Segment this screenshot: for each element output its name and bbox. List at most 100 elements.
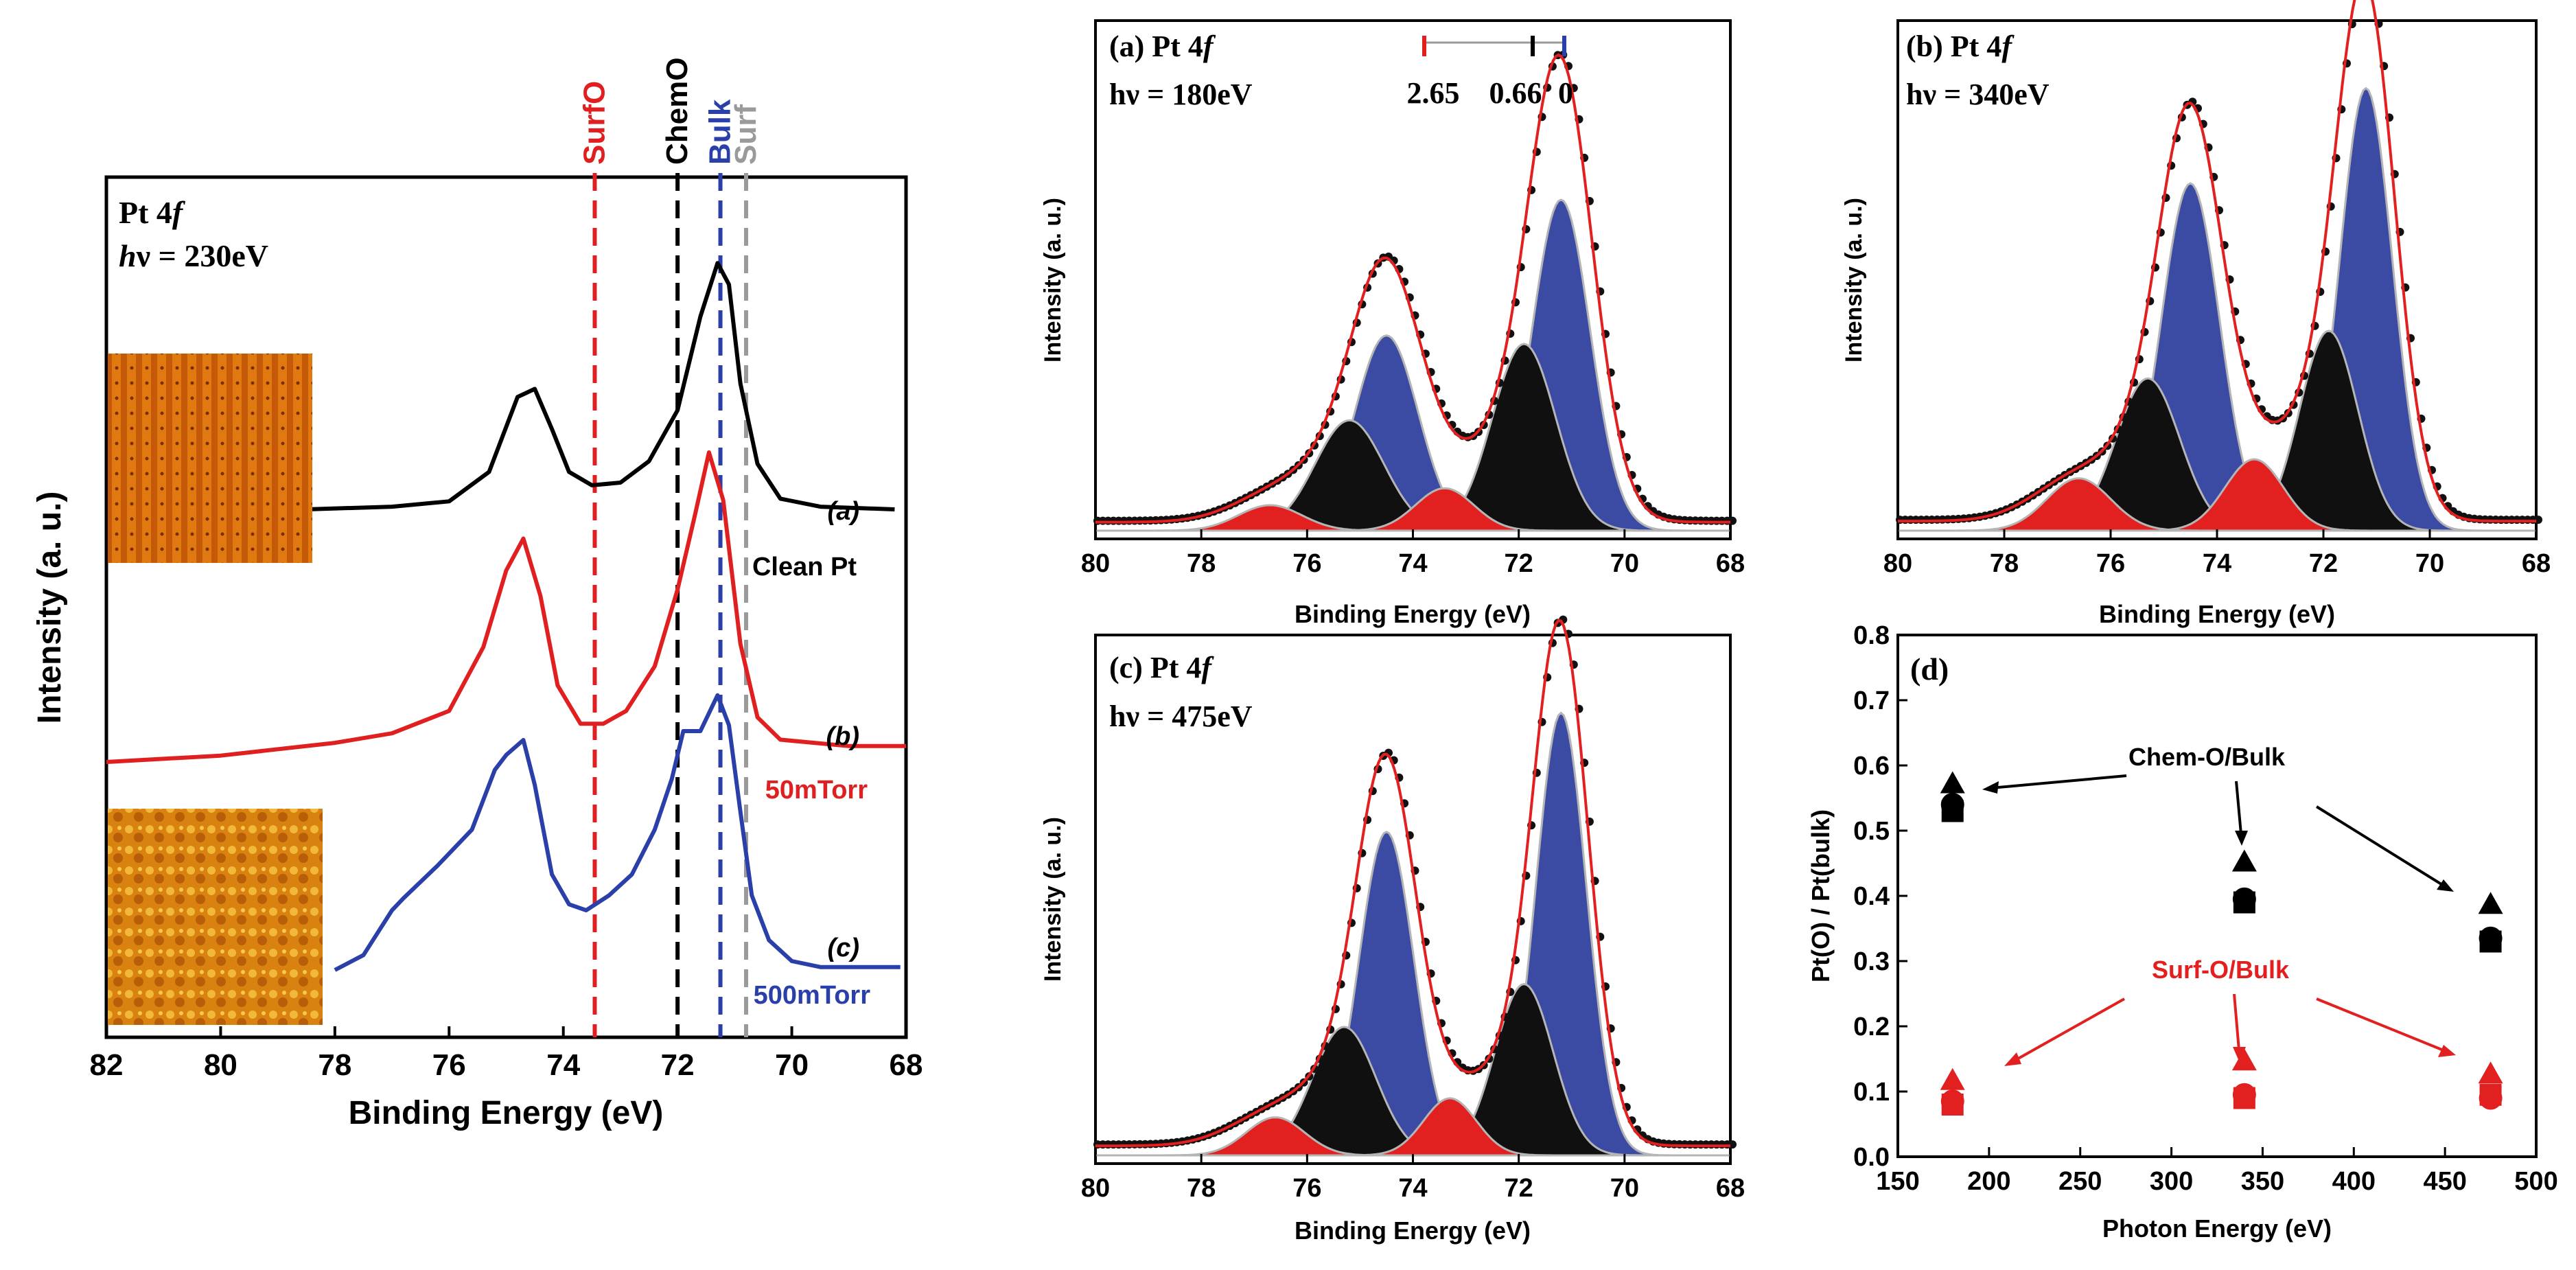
panel-d-points <box>1940 771 2503 1116</box>
spectrum-line <box>334 693 901 972</box>
stm-image-oxidized <box>108 809 323 1025</box>
panel-d-frame <box>1896 634 2538 1158</box>
x-tick-label: 68 <box>2522 549 2551 578</box>
arrow-chemo-2 <box>2235 781 2242 835</box>
main-x-tick-label: 72 <box>661 1048 695 1082</box>
panel-b-envelope <box>1896 0 2542 524</box>
annotation-chemo-text: Chem-O/Bulk <box>2128 743 2286 771</box>
series-tag-a: (a) <box>828 497 859 526</box>
marker-triangle <box>2478 1061 2503 1084</box>
x-tick-label: 200 <box>1967 1167 2010 1196</box>
y-tick-label: 0.2 <box>1853 1013 1890 1041</box>
arrowhead-surfo-1 <box>2004 1052 2021 1066</box>
component-peak <box>1898 182 2536 532</box>
marker-triangle <box>1940 771 1965 794</box>
x-tick-label: 72 <box>2309 549 2338 578</box>
arrowhead-chemo-3 <box>2437 879 2454 892</box>
x-tick-label: 78 <box>1187 549 1216 578</box>
marker-circle <box>1940 793 1964 816</box>
main-x-tick-label: 78 <box>318 1048 351 1082</box>
x-tick-label: 74 <box>2203 549 2231 578</box>
panel-d-y-axis-label: Pt(O) / Pt(bulk) <box>1807 809 1835 982</box>
arrow-surfo-2 <box>2233 993 2240 1051</box>
marker-circle <box>2232 1083 2256 1107</box>
panel-c-envelope <box>1093 615 1737 1149</box>
reference-line-label: Surf <box>729 104 763 165</box>
series-label-50mtorr: 50mTorr <box>765 776 868 805</box>
panel-a-x-ticks: 80 78 76 74 72 70 68 <box>1081 529 1745 578</box>
panel-b: 80 78 76 74 72 70 68 (b) Pt 4f hν = 340eV Bind… <box>1841 0 2551 628</box>
panel-d: 150 200 250 300 350 400 450 500 0.0 0.1 0.2 0.3 0.4 0… <box>1807 621 2558 1243</box>
panel-c-energy: hν = 475eV <box>1109 700 1253 733</box>
spectrum-line <box>306 261 895 511</box>
main-series <box>106 261 906 972</box>
x-tick-label: 68 <box>1716 1174 1745 1203</box>
marker-triangle <box>1940 1067 1965 1090</box>
arrowhead-surfo-2 <box>2233 1047 2246 1063</box>
arrow-chemo-3 <box>2315 805 2445 887</box>
panel-b-energy: hν = 340eV <box>1906 78 2050 111</box>
panel-c-x-ticks: 80 78 76 74 72 70 68 <box>1081 1154 1745 1203</box>
arrowhead-chemo-2 <box>2235 831 2248 846</box>
x-tick-label: 70 <box>1610 1174 1639 1203</box>
x-tick-label: 350 <box>2241 1167 2284 1196</box>
panel-a-envelope <box>1093 50 1737 525</box>
x-tick-label: 450 <box>2423 1167 2466 1196</box>
shift-scale: 2.65 0.66 0 <box>1407 36 1573 110</box>
marker-circle <box>2479 1086 2503 1110</box>
main-photon-energy: hν = 230eV <box>119 238 268 273</box>
x-tick-label: 150 <box>1876 1167 1919 1196</box>
fit-envelope <box>1095 619 1730 1148</box>
reference-line-label: ChemO <box>660 58 694 165</box>
panel-c-y-axis-label: Intensity (a. u.) <box>1040 817 1066 982</box>
series-tag-b: (b) <box>826 722 859 751</box>
panel-a-components <box>1095 198 1730 532</box>
y-tick-label: 0.8 <box>1853 621 1890 650</box>
panel-a-label: (a) Pt 4f <box>1109 30 1216 63</box>
panel-a: 80 78 76 74 72 70 68 (a) Pt 4f hν = 180eV 2.65… <box>1040 19 1745 628</box>
y-tick-label: 0.0 <box>1853 1143 1890 1172</box>
fit-envelope <box>1095 53 1730 524</box>
y-tick-label: 0.7 <box>1853 686 1890 715</box>
arrow-surfo-1 <box>2014 997 2125 1062</box>
main-y-axis-label: Intensity (a. u.) <box>32 492 68 724</box>
main-x-axis-label: Binding Energy (eV) <box>349 1095 664 1131</box>
x-tick-label: 70 <box>1610 549 1639 578</box>
annotation-surfo: Surf-O/Bulk <box>2004 956 2456 1066</box>
panel-c: 80 78 76 74 72 70 68 (c) Pt 4f hν = 475eV Bind… <box>1040 615 1745 1245</box>
main-title: Pt 4f <box>119 195 186 230</box>
component-peak <box>1095 1116 1730 1157</box>
reference-line-label: Bulk <box>704 99 737 165</box>
component-peak <box>1898 477 2536 532</box>
x-tick-label: 72 <box>1505 1174 1533 1203</box>
main-x-tick-label: 68 <box>890 1048 923 1082</box>
main-x-tick-label: 76 <box>432 1048 466 1082</box>
arrowhead-chemo-1 <box>1982 781 1999 794</box>
main-x-tick-label: 82 <box>90 1048 124 1082</box>
marker-triangle <box>2478 892 2503 914</box>
arrowhead-surfo-3 <box>2438 1045 2456 1057</box>
marker-triangle <box>2231 1048 2257 1071</box>
spectrum-line <box>106 450 906 764</box>
arrow-surfo-3 <box>2316 997 2444 1052</box>
marker-triangle <box>2231 849 2257 872</box>
x-tick-label: 78 <box>1187 1174 1216 1203</box>
y-tick-label: 0.5 <box>1853 817 1890 846</box>
x-tick-label: 76 <box>1292 1174 1321 1203</box>
component-peak <box>1095 334 1730 532</box>
marker-circle <box>2232 887 2256 911</box>
marker-circle <box>2479 926 2503 950</box>
panel-b-x-axis-label: Binding Energy (eV) <box>2099 600 2335 628</box>
panel-b-components <box>1898 86 2536 532</box>
annotation-surfo-text: Surf-O/Bulk <box>2152 956 2290 984</box>
y-tick-label: 0.6 <box>1853 752 1890 781</box>
panel-a-x-axis-label: Binding Energy (eV) <box>1295 600 1531 628</box>
y-tick-label: 0.4 <box>1853 882 1890 911</box>
panel-a-y-axis-label: Intensity (a. u.) <box>1040 198 1066 362</box>
main-x-ticks: 82 80 78 76 74 72 70 68 <box>90 1026 923 1082</box>
panel-d-x-axis-label: Photon Energy (eV) <box>2102 1214 2332 1243</box>
shift-label-surfo: 2.65 <box>1407 76 1460 110</box>
x-tick-label: 72 <box>1505 549 1533 578</box>
